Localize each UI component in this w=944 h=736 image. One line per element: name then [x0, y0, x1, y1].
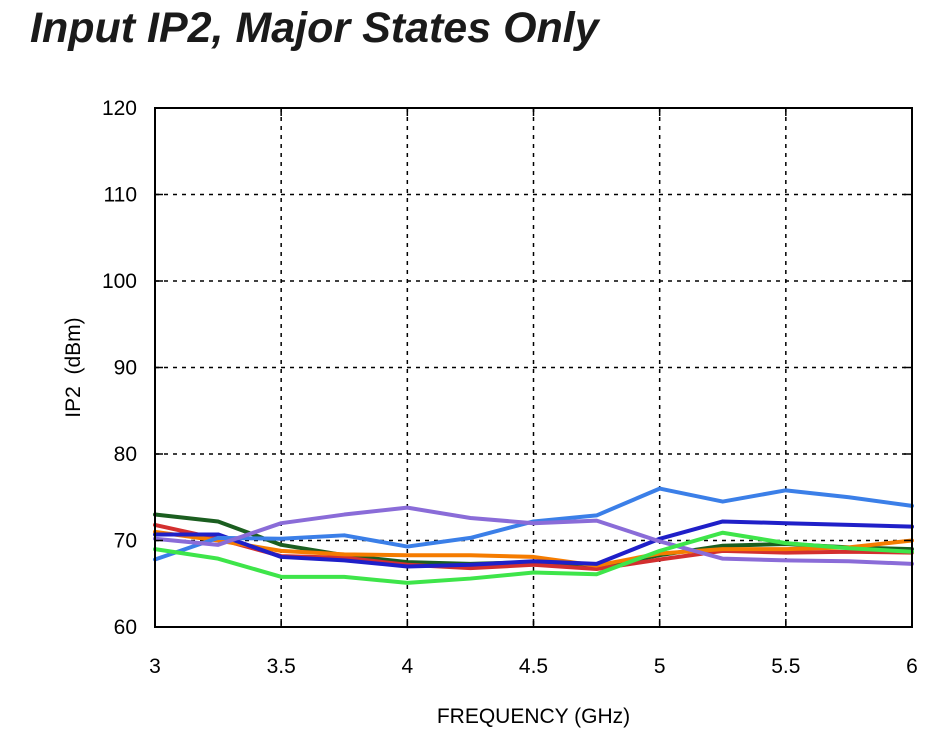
- y-tick-label: 100: [102, 270, 137, 293]
- tick-marks: [154, 107, 913, 628]
- series-line-4: [153, 519, 914, 569]
- x-tick-label: 4.5: [519, 655, 548, 678]
- x-tick-label: 5.5: [771, 655, 800, 678]
- y-tick-labels: 60 70 80 90 100 110 120: [102, 97, 137, 639]
- x-tick-label: 3: [149, 655, 161, 678]
- x-tick-label: 4: [401, 655, 413, 678]
- series-layer: [153, 486, 914, 585]
- chart-title: Input IP2, Major States Only: [30, 4, 599, 52]
- x-tick-label: 3.5: [267, 655, 296, 678]
- series-line-7: [153, 530, 914, 585]
- y-tick-label: 110: [104, 184, 137, 207]
- x-tick-labels: 3 3.5 4 4.5 5 5.5 6: [149, 655, 918, 678]
- series-line-3: [153, 529, 914, 568]
- y-tick-label: 90: [114, 357, 137, 380]
- x-tick-label: 6: [906, 655, 918, 678]
- series-line-6: [153, 505, 914, 566]
- y-tick-label: 120: [102, 97, 137, 120]
- y-tick-label: 80: [114, 443, 137, 466]
- y-tick-label: 70: [114, 530, 137, 553]
- x-tick-label: 5: [654, 655, 666, 678]
- y-tick-label: 60: [114, 616, 137, 639]
- x-axis-label: FREQUENCY (GHz): [437, 705, 630, 728]
- y-axis-label: IP2 (dBm): [62, 317, 85, 417]
